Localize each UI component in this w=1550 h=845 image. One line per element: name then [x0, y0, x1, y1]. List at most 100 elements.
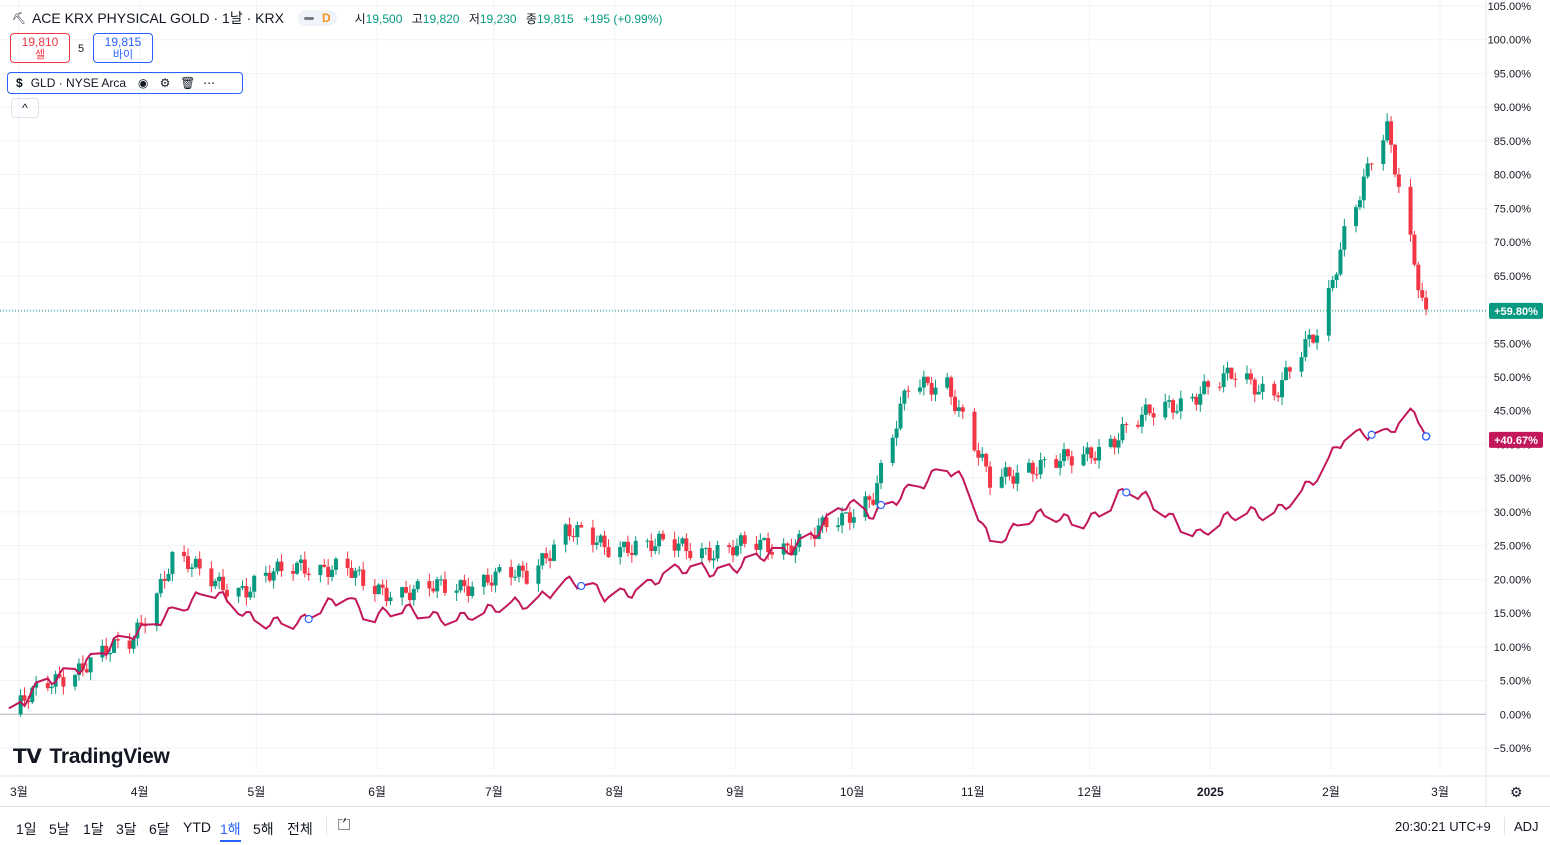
- dividend-marker-icon: [1367, 430, 1376, 439]
- candle-body: [1252, 379, 1257, 395]
- candle-body: [1163, 401, 1168, 418]
- candle-body: [1221, 373, 1226, 387]
- candle-body: [470, 586, 475, 596]
- dividend-marker-icon: [876, 500, 886, 510]
- candle-body: [680, 538, 685, 544]
- buy-button[interactable]: 19,815 바이: [93, 33, 153, 63]
- candle-body: [590, 527, 595, 545]
- candle-body: [158, 578, 163, 594]
- candle-body: [1272, 383, 1277, 396]
- candle-body: [579, 525, 584, 528]
- candle-body: [462, 580, 467, 587]
- candle-body: [330, 569, 335, 578]
- compare-last-label: +40.67%: [1494, 435, 1538, 447]
- candle-body: [1194, 396, 1199, 405]
- candle-body: [871, 499, 876, 505]
- candle-body: [271, 571, 276, 581]
- timeframe-3m[interactable]: 3달: [116, 821, 137, 837]
- candle-body: [252, 575, 257, 592]
- candle-body: [1085, 447, 1090, 455]
- candle-body: [715, 545, 720, 559]
- clock[interactable]: 20:30:21 UTC+9: [1395, 819, 1491, 834]
- candle-body: [166, 573, 171, 581]
- candle-body: [984, 453, 989, 467]
- candle-body: [738, 535, 743, 546]
- candle-body: [699, 548, 704, 559]
- timeframe-5d[interactable]: 5날: [49, 821, 70, 837]
- timeframe-1m[interactable]: 1달: [83, 821, 104, 837]
- sell-button[interactable]: 19,810 셀: [10, 33, 70, 63]
- candle-body: [400, 587, 405, 598]
- candle-body: [1143, 404, 1148, 415]
- symbol-title[interactable]: ACE KRX PHYSICAL GOLD · 1날 · KRX: [31, 10, 284, 26]
- y-tick-label: 90.00%: [1494, 102, 1532, 114]
- candle-body: [279, 561, 284, 572]
- candle-body: [189, 567, 194, 569]
- open-value: 19,500: [365, 11, 403, 26]
- y-tick-label: 50.00%: [1494, 372, 1532, 384]
- settings-icon[interactable]: ⚙: [159, 76, 171, 90]
- candle-body: [1326, 288, 1331, 336]
- candle-body: [707, 547, 712, 561]
- adj-toggle[interactable]: ADJ: [1514, 819, 1539, 834]
- tradingview-logo[interactable]: 𝗧𝗩 TradingView: [13, 744, 170, 769]
- candle-body: [217, 576, 222, 582]
- timeframe-6m[interactable]: 6달: [149, 821, 170, 837]
- candle-body: [439, 579, 444, 581]
- candle-body: [170, 551, 175, 574]
- candle-body: [879, 463, 884, 484]
- candle-body: [676, 543, 681, 551]
- y-tick-label: 105.00%: [1488, 1, 1532, 13]
- candle-body: [349, 568, 354, 578]
- candle-body: [1167, 400, 1172, 402]
- y-tick-label: 30.00%: [1494, 507, 1532, 519]
- compare-last-label-bg: [1489, 431, 1543, 448]
- candle-body: [1369, 163, 1374, 165]
- candle-body: [1245, 373, 1250, 380]
- axis-settings-icon[interactable]: ⚙: [1510, 784, 1523, 800]
- candle-body: [1038, 459, 1043, 475]
- candle-body: [357, 569, 362, 571]
- timeframe-ytd[interactable]: YTD: [183, 819, 211, 835]
- x-tick-label: 2월: [1322, 785, 1340, 799]
- collapse-legend-button[interactable]: ^: [11, 98, 39, 118]
- trash-icon[interactable]: 🗑: [180, 76, 196, 90]
- timeframe-1y[interactable]: 1해: [220, 819, 241, 842]
- interval-badge[interactable]: D: [297, 10, 337, 26]
- candle-body: [466, 586, 471, 596]
- candle-body: [1287, 367, 1292, 372]
- candle-body: [1054, 459, 1059, 468]
- candle-body: [548, 558, 553, 561]
- candle-body: [836, 525, 841, 528]
- candle-body: [625, 541, 630, 553]
- candle-body: [1026, 462, 1031, 473]
- price-chart[interactable]: 105.00% 100.00% 95.00% 90.00% 85.00% 80.00% 75…: [0, 0, 1550, 806]
- timeframe-all[interactable]: 전체: [287, 821, 313, 837]
- timeframe-1d[interactable]: 1일: [16, 821, 37, 837]
- buy-price: 19,815: [104, 35, 142, 49]
- candle-body: [411, 589, 416, 601]
- candle-body: [1396, 174, 1401, 187]
- last-price-label-bg: [1489, 302, 1543, 319]
- candle-body: [789, 545, 794, 556]
- eye-icon[interactable]: ◉: [137, 76, 149, 90]
- candle-body: [1097, 446, 1102, 461]
- candle-body: [551, 544, 556, 561]
- timeframe-5y[interactable]: 5해: [253, 821, 274, 837]
- more-icon[interactable]: ⋯: [203, 76, 216, 90]
- candle-body: [1174, 411, 1179, 413]
- y-tick-label: 5.00%: [1500, 676, 1531, 688]
- candle-body: [318, 564, 323, 576]
- symbol-logo-icon: ⛏: [12, 12, 26, 25]
- date-range-icon[interactable]: ⏍: [338, 817, 351, 834]
- candle-body: [49, 686, 54, 689]
- candle-body: [407, 592, 412, 601]
- candle-body: [1081, 454, 1086, 466]
- candle-body: [404, 587, 409, 593]
- candle-body: [275, 561, 280, 572]
- candle-body: [1354, 207, 1359, 227]
- candle-body: [1334, 274, 1339, 281]
- compare-legend[interactable]: $ GLD · NYSE Arca ◉ ⚙ 🗑 ⋯: [7, 72, 243, 94]
- candle-body: [291, 571, 296, 574]
- candle-body: [645, 540, 650, 542]
